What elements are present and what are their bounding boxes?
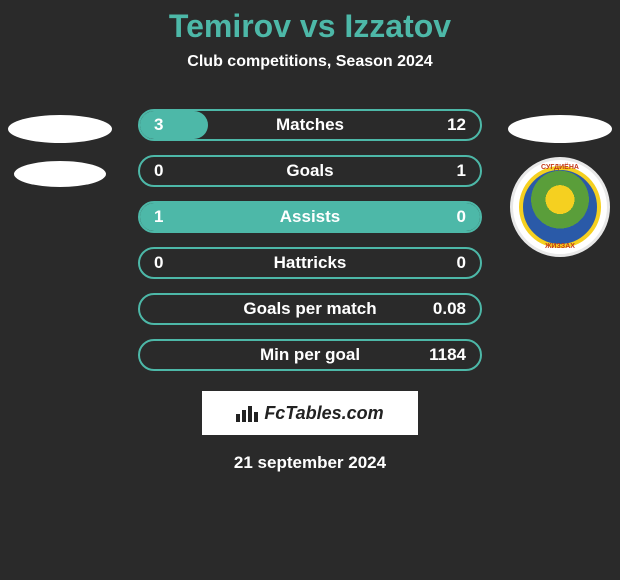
placeholder-ellipse xyxy=(14,161,106,187)
stat-right-value: 1184 xyxy=(426,345,466,365)
stat-label: Matches xyxy=(276,115,344,135)
placeholder-ellipse xyxy=(8,115,112,143)
stat-row: 0 Hattricks 0 xyxy=(138,247,482,279)
stat-left-value: 0 xyxy=(154,161,194,181)
stats-table: 3 Matches 12 0 Goals 1 1 Assists 0 0 Hattricks 0 Goa… xyxy=(138,109,482,371)
footer-brand: FcTables.com xyxy=(202,391,418,435)
stat-right-value: 0 xyxy=(426,207,466,227)
stat-row: Min per goal 1184 xyxy=(138,339,482,371)
stat-left-value: 1 xyxy=(154,207,194,227)
stat-left-value: 0 xyxy=(154,253,194,273)
stat-row: Goals per match 0.08 xyxy=(138,293,482,325)
club-badge: СУГДИЁНА ЖИЗЗАХ xyxy=(510,157,610,257)
stat-label: Hattricks xyxy=(274,253,347,273)
chart-icon xyxy=(236,404,258,422)
club-text-bottom: ЖИЗЗАХ xyxy=(513,243,607,250)
stat-row: 3 Matches 12 xyxy=(138,109,482,141)
club-text-top: СУГДИЁНА xyxy=(513,164,607,171)
player-right-badges: СУГДИЁНА ЖИЗЗАХ xyxy=(508,115,612,257)
date-text: 21 september 2024 xyxy=(234,453,386,473)
stat-right-value: 12 xyxy=(426,115,466,135)
stat-label: Goals per match xyxy=(243,299,376,319)
page-title: Temirov vs Izzatov xyxy=(169,8,451,45)
stat-right-value: 1 xyxy=(426,161,466,181)
stat-label: Assists xyxy=(280,207,340,227)
stat-label: Goals xyxy=(286,161,333,181)
player-left-badges xyxy=(8,115,112,187)
club-badge-inner xyxy=(519,166,601,248)
subtitle: Club competitions, Season 2024 xyxy=(187,53,432,71)
stat-label: Min per goal xyxy=(260,345,360,365)
footer-brand-text: FcTables.com xyxy=(264,403,383,424)
stat-row: 1 Assists 0 xyxy=(138,201,482,233)
stat-right-value: 0.08 xyxy=(426,299,466,319)
stat-left-value: 3 xyxy=(154,115,194,135)
stat-row: 0 Goals 1 xyxy=(138,155,482,187)
stat-right-value: 0 xyxy=(426,253,466,273)
placeholder-ellipse xyxy=(508,115,612,143)
